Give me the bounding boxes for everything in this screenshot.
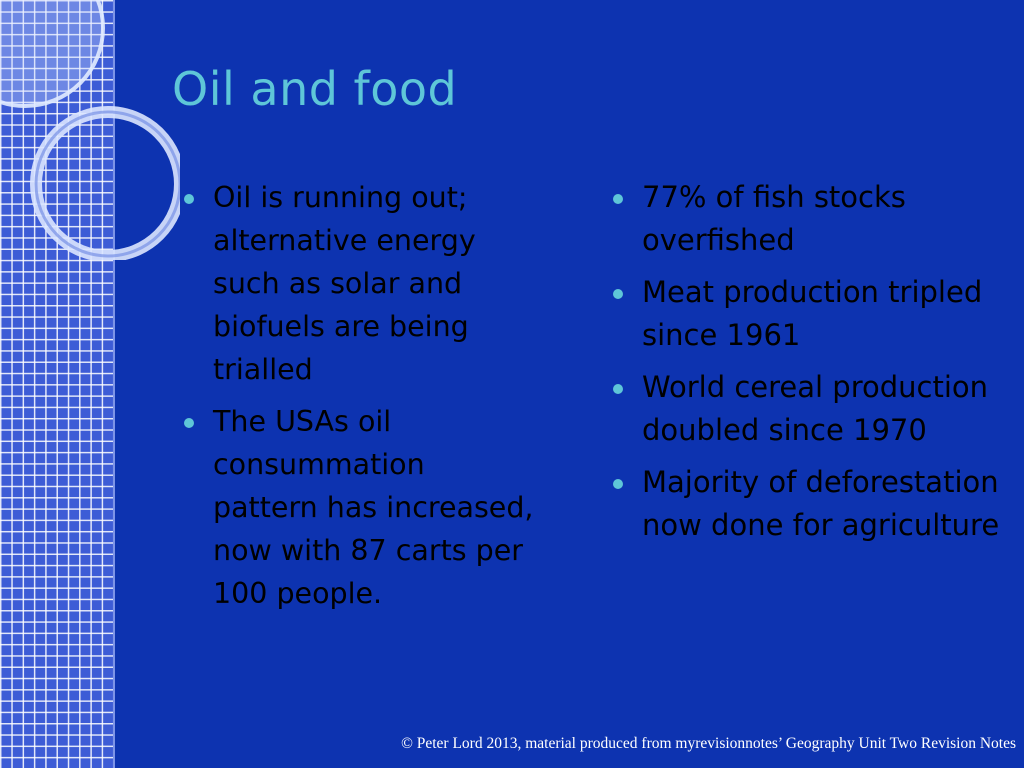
- left-bullet-list: Oil is running out; alternative energy s…: [184, 176, 534, 624]
- list-item: 77% of fish stocks overfished: [613, 176, 1013, 262]
- ring-inner-decoration: [34, 110, 180, 258]
- list-item: Majority of deforestation now done for a…: [613, 461, 1013, 547]
- decorative-circles: [0, 0, 180, 260]
- bullet-text: Majority of deforestation now done for a…: [642, 465, 1000, 542]
- list-item: Meat production tripled since 1961: [613, 271, 1013, 357]
- bullet-icon: [613, 479, 623, 489]
- strip-divider: [113, 0, 115, 768]
- slide-title: Oil and food: [172, 62, 458, 116]
- bullet-icon: [613, 384, 623, 394]
- bullet-icon: [613, 194, 623, 204]
- copyright-footer: © Peter Lord 2013, material produced fro…: [401, 735, 1016, 752]
- large-circle-decoration: [0, 0, 105, 108]
- bullet-icon: [184, 194, 194, 204]
- bullet-icon: [184, 418, 194, 428]
- bullet-text: 77% of fish stocks overfished: [642, 180, 906, 257]
- list-item: Oil is running out; alternative energy s…: [184, 176, 534, 391]
- bullet-text: Meat production tripled since 1961: [642, 275, 983, 352]
- right-bullet-list: 77% of fish stocks overfished Meat produ…: [613, 176, 1013, 556]
- list-item: The USAs oil consummation pattern has in…: [184, 400, 534, 615]
- list-item: World cereal production doubled since 19…: [613, 366, 1013, 452]
- bullet-text: World cereal production doubled since 19…: [642, 370, 989, 447]
- bullet-text: Oil is running out; alternative energy s…: [213, 181, 476, 386]
- bullet-text: The USAs oil consummation pattern has in…: [213, 405, 534, 610]
- bullet-icon: [613, 289, 623, 299]
